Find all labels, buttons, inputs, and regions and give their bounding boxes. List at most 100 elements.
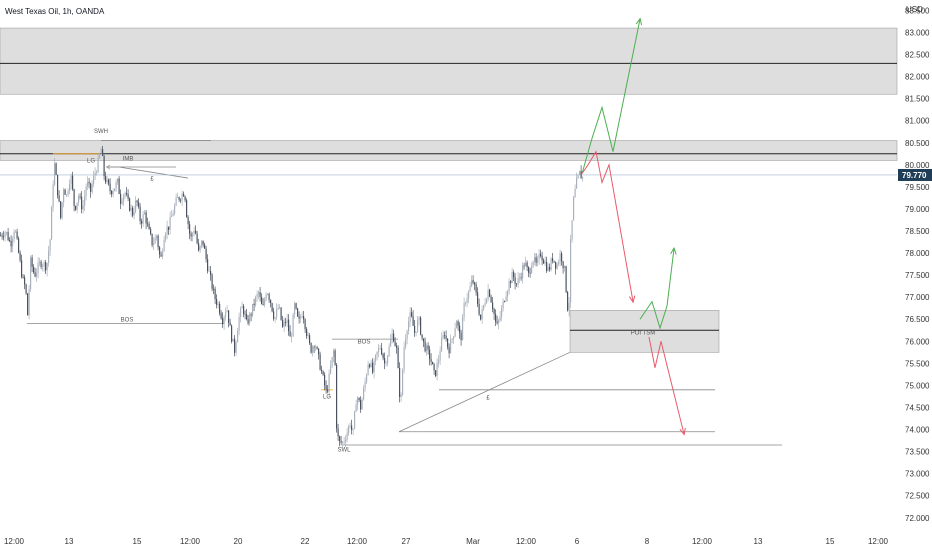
candle-220 bbox=[330, 360, 332, 375]
candle-205 bbox=[307, 331, 309, 340]
candle-40 bbox=[60, 200, 62, 220]
candle-170 bbox=[255, 295, 257, 308]
candle-249 bbox=[373, 357, 375, 379]
candle-300 bbox=[450, 334, 452, 354]
candle-259 bbox=[388, 343, 390, 358]
y-tick-10: 78.500 bbox=[905, 227, 930, 236]
candle-142 bbox=[213, 284, 215, 295]
candle-328 bbox=[492, 297, 494, 313]
candle-21 bbox=[31, 254, 33, 273]
candle-338 bbox=[507, 289, 509, 302]
candle-130 bbox=[195, 225, 197, 235]
last-price-label: 79.770 bbox=[902, 171, 927, 180]
candle-192 bbox=[288, 314, 290, 336]
candle-297 bbox=[445, 330, 447, 342]
y-tick-21: 73.000 bbox=[905, 470, 930, 479]
candle-96 bbox=[144, 209, 146, 215]
candle-337 bbox=[505, 291, 507, 303]
candle-156 bbox=[234, 335, 236, 357]
candle-280 bbox=[420, 316, 422, 336]
candle-334 bbox=[501, 305, 503, 322]
candle-122 bbox=[183, 191, 185, 197]
x-tick-10: 6 bbox=[575, 537, 580, 546]
candle-146 bbox=[219, 301, 221, 316]
candle-18 bbox=[27, 292, 29, 316]
levels-layer bbox=[0, 140, 897, 446]
candle-39 bbox=[58, 190, 60, 203]
candle-30 bbox=[45, 259, 47, 274]
candle-302 bbox=[453, 335, 455, 344]
candle-29 bbox=[43, 260, 45, 273]
zone-0[interactable] bbox=[0, 27, 898, 95]
annotation-swl-7: SWL bbox=[337, 448, 351, 454]
y-tick-16: 75.500 bbox=[905, 359, 930, 368]
red-projection-down-1[interactable] bbox=[581, 150, 633, 302]
candle-51 bbox=[76, 202, 78, 214]
candle-355 bbox=[532, 260, 534, 269]
candle-232 bbox=[348, 424, 350, 436]
y-tick-9: 79.000 bbox=[905, 205, 930, 214]
candle-330 bbox=[495, 309, 497, 327]
candle-129 bbox=[193, 226, 195, 237]
candle-362 bbox=[543, 258, 545, 264]
candle-50 bbox=[75, 205, 77, 211]
candle-377 bbox=[565, 265, 567, 294]
candle-273 bbox=[409, 307, 411, 328]
candle-41 bbox=[61, 202, 63, 221]
candle-354 bbox=[531, 262, 533, 274]
green-projection-up[interactable] bbox=[581, 19, 640, 174]
lower-trendline[interactable] bbox=[398, 351, 571, 433]
candle-253 bbox=[379, 345, 381, 350]
candle-268 bbox=[402, 368, 404, 397]
candle-73 bbox=[109, 178, 111, 195]
candle-43 bbox=[64, 188, 66, 195]
candle-263 bbox=[394, 337, 396, 347]
candle-245 bbox=[367, 360, 369, 376]
candle-1 bbox=[1, 232, 3, 240]
candle-162 bbox=[243, 304, 245, 318]
candle-303 bbox=[454, 322, 456, 338]
zone-2[interactable] bbox=[569, 310, 720, 353]
candle-117 bbox=[175, 193, 177, 207]
candle-181 bbox=[271, 302, 273, 313]
x-tick-5: 22 bbox=[301, 537, 310, 546]
zone-1[interactable] bbox=[0, 140, 898, 161]
candle-336 bbox=[504, 300, 506, 303]
y-tick-6: 80.500 bbox=[905, 139, 930, 148]
candle-348 bbox=[522, 262, 524, 284]
candle-262 bbox=[393, 329, 395, 343]
candle-153 bbox=[229, 318, 231, 326]
x-tick-15: 12:00 bbox=[868, 537, 889, 546]
candle-339 bbox=[508, 278, 510, 295]
candle-315 bbox=[472, 275, 474, 285]
candle-200 bbox=[300, 313, 302, 323]
candle-318 bbox=[477, 287, 479, 308]
candle-63 bbox=[94, 167, 96, 181]
y-tick-18: 74.500 bbox=[905, 403, 930, 412]
candle-327 bbox=[490, 294, 492, 303]
candle-358 bbox=[537, 255, 539, 267]
candle-9 bbox=[13, 229, 15, 243]
candle-42 bbox=[63, 187, 65, 208]
candle-317 bbox=[475, 281, 477, 296]
candle-184 bbox=[276, 303, 278, 320]
candle-182 bbox=[273, 307, 275, 321]
red-projection-down-2[interactable] bbox=[648, 336, 684, 434]
candle-189 bbox=[283, 317, 285, 333]
candle-214 bbox=[321, 365, 323, 375]
candle-161 bbox=[241, 301, 243, 309]
candle-143 bbox=[214, 286, 216, 304]
candle-155 bbox=[232, 338, 234, 342]
candle-183 bbox=[274, 316, 276, 323]
upper-trendline[interactable] bbox=[118, 166, 189, 179]
candle-187 bbox=[280, 307, 282, 321]
y-tick-4: 81.500 bbox=[905, 95, 930, 104]
candle-57 bbox=[85, 183, 87, 201]
candle-70 bbox=[105, 171, 107, 185]
green-projection-mid[interactable] bbox=[639, 249, 674, 330]
candle-49 bbox=[73, 188, 75, 212]
candle-176 bbox=[264, 296, 266, 308]
candle-254 bbox=[381, 342, 383, 356]
candle-258 bbox=[387, 354, 389, 367]
